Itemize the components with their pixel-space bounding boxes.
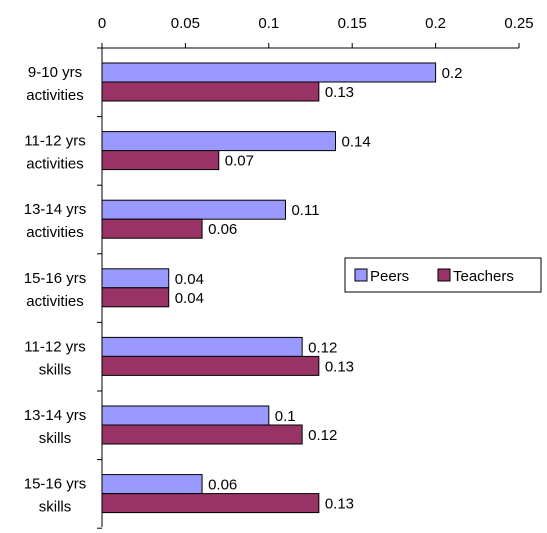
category-label: 11-12 yrs [24, 133, 85, 150]
bar-teachers [101, 424, 303, 445]
bar-teachers [101, 287, 170, 308]
data-label: 0.13 [325, 358, 354, 375]
category-label: skills [39, 499, 72, 516]
bars [101, 62, 437, 514]
data-label: 0.04 [175, 290, 204, 307]
category-label: 13-14 yrs [24, 407, 87, 424]
bar-peers [101, 131, 337, 152]
bar-teachers [101, 493, 320, 514]
data-label: 0.12 [308, 427, 337, 444]
data-label: 0.07 [225, 153, 254, 170]
data-label: 0.11 [291, 202, 319, 219]
legend-swatch [437, 268, 451, 282]
x-tick-label: 0.2 [425, 15, 446, 32]
legend: Peers Teachers [344, 257, 542, 293]
x-tick-label: 0.15 [338, 15, 367, 32]
bar-peers [101, 405, 270, 426]
category-label: activities [26, 293, 84, 310]
labels: 0.2 0.13 9-10 yrs activities 0.14 0.07 11-12 y… [24, 64, 463, 516]
x-tick-label: 0.05 [171, 15, 200, 32]
category-label: activities [26, 87, 84, 104]
category-label: 15-16 yrs [24, 476, 87, 493]
legend-label: Peers [370, 268, 409, 285]
data-label: 0.04 [175, 271, 204, 288]
x-tick-label: 0 [98, 15, 106, 32]
data-label: 0.12 [308, 339, 337, 356]
bar-teachers [101, 218, 203, 239]
legend-swatch [354, 268, 368, 282]
bar-peers [101, 199, 286, 220]
x-tick-label: 0.1 [258, 15, 279, 32]
data-label: 0.13 [325, 84, 354, 101]
bar-peers [101, 62, 437, 83]
bar-teachers [101, 355, 320, 376]
data-label: 0.2 [442, 65, 463, 82]
data-label: 0.06 [208, 477, 237, 494]
data-label: 0.14 [342, 134, 371, 151]
category-label: activities [26, 224, 84, 241]
category-label: skills [39, 430, 72, 447]
x-tick-label: 0.25 [504, 15, 533, 32]
x-axis: 0 0.05 0.1 0.15 0.2 0.25 [97, 15, 534, 529]
category-label: 11-12 yrs [24, 338, 85, 355]
category-label: activities [26, 156, 84, 173]
legend-label: Teachers [453, 268, 514, 285]
data-label: 0.06 [208, 221, 237, 238]
category-label: skills [39, 361, 72, 378]
bar-peers [101, 474, 203, 495]
bar-teachers [101, 150, 220, 171]
data-label: 0.1 [275, 408, 296, 425]
data-label: 0.13 [325, 496, 354, 513]
bar-teachers [101, 81, 320, 102]
bar-peers [101, 336, 303, 357]
category-label: 9-10 yrs [28, 64, 82, 81]
bar-peers [101, 268, 170, 289]
category-label: 13-14 yrs [24, 201, 87, 218]
category-label: 15-16 yrs [24, 270, 87, 287]
